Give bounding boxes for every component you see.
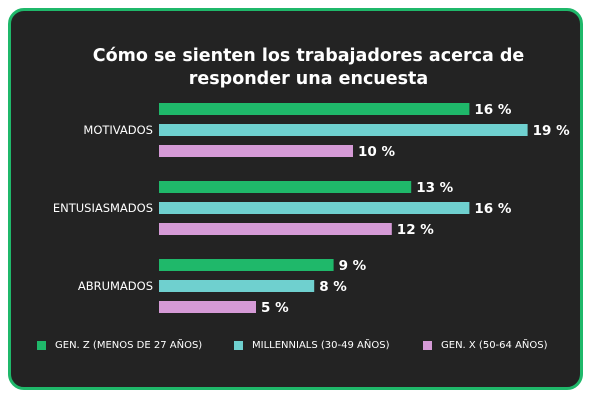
data-label: 10 % <box>358 144 395 160</box>
chart-card: Cómo se sienten los trabajadores acerca … <box>8 8 583 390</box>
bar <box>159 103 470 115</box>
bar <box>159 301 256 313</box>
legend: GEN. Z (MENOS DE 27 AÑOS) MILLENNIALS (3… <box>0 340 595 358</box>
legend-swatch-millennials <box>234 341 243 350</box>
bar <box>159 280 315 292</box>
chart-title-line-2: responder una encuesta <box>188 69 429 89</box>
legend-label-gen-z: GEN. Z (MENOS DE 27 AÑOS) <box>55 340 203 351</box>
bar <box>159 223 392 235</box>
bar <box>159 145 353 157</box>
data-label: 13 % <box>416 180 453 196</box>
bar <box>159 202 470 214</box>
legend-swatch-gen-x <box>423 341 432 350</box>
bar <box>159 259 334 271</box>
data-label: 16 % <box>474 102 511 118</box>
legend-item-gen-z: GEN. Z (MENOS DE 27 AÑOS) <box>37 340 202 351</box>
legend-swatch-gen-z <box>37 341 46 350</box>
legend-item-millennials: MILLENNIALS (30-49 AÑOS) <box>234 340 389 351</box>
category-label: ENTUSIASMADOS <box>53 201 153 215</box>
chart-title: Cómo se sienten los trabajadores acerca … <box>51 45 566 91</box>
legend-label-millennials: MILLENNIALS (30-49 AÑOS) <box>252 340 390 351</box>
legend-label-gen-x: GEN. X (50-64 AÑOS) <box>441 340 548 351</box>
legend-item-gen-x: GEN. X (50-64 AÑOS) <box>423 340 548 351</box>
category-label: ABRUMADOS <box>78 279 153 293</box>
data-label: 8 % <box>319 279 347 295</box>
chart-title-line-1: Cómo se sienten los trabajadores acerca … <box>92 46 525 66</box>
data-label: 19 % <box>533 123 570 139</box>
category-label: MOTIVADOS <box>83 123 153 137</box>
bar <box>159 124 528 136</box>
data-label: 5 % <box>261 300 289 316</box>
data-label: 16 % <box>474 201 511 217</box>
data-label: 12 % <box>397 222 434 238</box>
bar <box>159 181 412 193</box>
data-label: 9 % <box>339 258 367 274</box>
